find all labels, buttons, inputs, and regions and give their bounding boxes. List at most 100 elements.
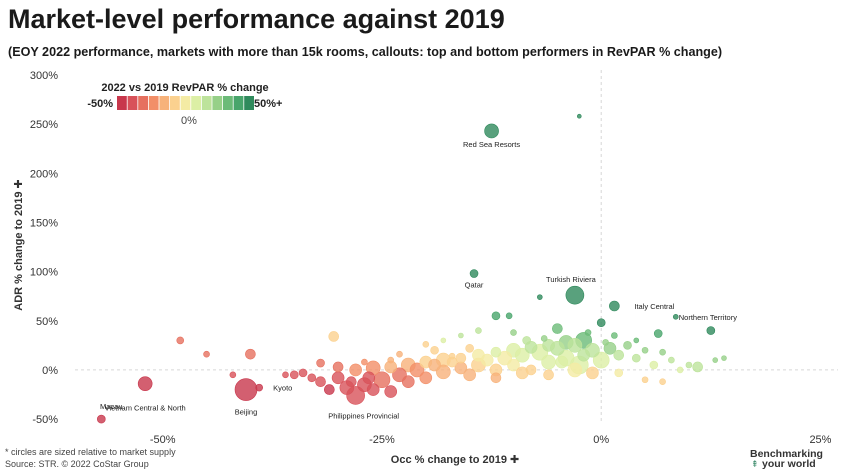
data-point — [685, 361, 693, 369]
data-point — [668, 356, 675, 364]
data-point — [384, 385, 398, 398]
y-tick-label: 250% — [30, 119, 58, 131]
x-tick-label: 25% — [809, 434, 831, 446]
data-point — [229, 371, 237, 379]
data-point — [592, 351, 610, 369]
legend-swatch — [127, 96, 138, 110]
legend-swatch — [191, 96, 201, 110]
data-point — [401, 375, 415, 389]
data-point — [458, 332, 464, 339]
data-point — [419, 371, 433, 385]
legend-swatch — [244, 96, 254, 110]
data-point — [633, 337, 640, 344]
page-subtitle: (EOY 2022 performance, markets with more… — [8, 45, 723, 59]
x-tick-label: -25% — [369, 434, 395, 446]
data-point — [289, 370, 299, 380]
data-point — [552, 323, 563, 334]
callout-label: Beijing — [235, 408, 258, 417]
data-point — [653, 329, 663, 338]
legend-swatch — [148, 96, 159, 110]
brand-tagline: Benchmarking your world — [750, 449, 823, 470]
y-tick-label: 0% — [42, 365, 58, 377]
callout-point — [137, 376, 153, 391]
callout-point — [565, 285, 585, 305]
data-point — [614, 368, 624, 378]
data-point — [586, 366, 599, 380]
str-logo-icon: ⇞ — [751, 459, 759, 469]
data-point — [537, 294, 543, 300]
callout-label: Turkish Riviera — [546, 275, 597, 284]
data-point — [631, 353, 641, 363]
data-point — [676, 366, 684, 374]
y-tick-label: 300% — [30, 70, 58, 82]
callout-label: Kyoto — [273, 384, 292, 393]
callout-label: Vietnam Central & North — [105, 404, 186, 413]
data-point — [542, 339, 555, 352]
brand-line-2: your world — [762, 458, 816, 470]
data-point — [315, 376, 326, 388]
legend-swatches — [117, 96, 254, 110]
data-point — [623, 341, 632, 350]
data-point — [706, 326, 716, 335]
data-point — [448, 352, 456, 360]
data-point — [721, 355, 727, 361]
data-point — [428, 358, 441, 372]
data-point — [712, 357, 719, 363]
legend-swatch — [201, 96, 212, 110]
callout-label: Qatar — [465, 281, 484, 290]
data-point — [455, 352, 467, 364]
data-point — [659, 378, 666, 386]
x-tick-label: 0% — [593, 434, 609, 446]
callout-label: Macau — [100, 402, 123, 411]
data-point — [577, 348, 590, 362]
data-point — [602, 339, 609, 346]
source-note: Source: STR. © 2022 CoStar Group — [5, 459, 149, 469]
data-point — [641, 346, 649, 354]
axis-ticks: -50% -25% 0% 25% -50% 0% 50% 100% 150% 200% 250% 30… — [30, 70, 832, 446]
data-point — [543, 369, 554, 381]
data-point — [692, 361, 703, 373]
legend-max-label: 50%+ — [254, 98, 282, 110]
data-point — [396, 350, 403, 358]
data-point — [349, 363, 362, 377]
legend-swatch — [233, 96, 244, 110]
legend-mid-label: 0% — [181, 115, 197, 127]
callout-point — [234, 378, 258, 401]
callout-labels: Red Sea Resorts Qatar Turkish Riviera Italy… — [100, 140, 737, 421]
data-point — [641, 376, 649, 384]
data-point — [567, 338, 583, 353]
x-tick-label: -50% — [150, 434, 176, 446]
data-point — [245, 348, 256, 360]
data-point — [613, 349, 625, 361]
legend-swatch — [170, 96, 180, 110]
data-point — [409, 362, 425, 378]
legend-swatch — [159, 96, 170, 110]
data-point — [332, 361, 344, 373]
legend-title: 2022 vs 2019 RevPAR % change — [101, 82, 268, 94]
data-point — [480, 353, 494, 367]
legend-swatch — [117, 96, 127, 110]
callout-label: Philippines Provincial — [328, 411, 399, 420]
data-points — [97, 113, 727, 424]
callout-point — [609, 300, 620, 312]
data-point — [514, 347, 530, 363]
data-point — [307, 373, 317, 383]
data-point — [362, 371, 376, 385]
footnote: * circles are sized relative to market s… — [5, 447, 176, 457]
legend-swatch — [223, 96, 233, 110]
callout-point — [469, 269, 479, 278]
data-point — [491, 311, 501, 321]
data-point — [366, 383, 380, 396]
data-point — [328, 331, 340, 342]
data-point — [541, 354, 556, 370]
data-point — [324, 384, 335, 395]
callout-point — [672, 314, 679, 320]
data-point — [430, 345, 439, 355]
data-point — [345, 376, 357, 388]
callout-point — [484, 123, 499, 139]
data-point — [490, 372, 502, 384]
data-point — [490, 346, 502, 358]
data-point — [282, 371, 289, 379]
data-point — [465, 343, 474, 353]
